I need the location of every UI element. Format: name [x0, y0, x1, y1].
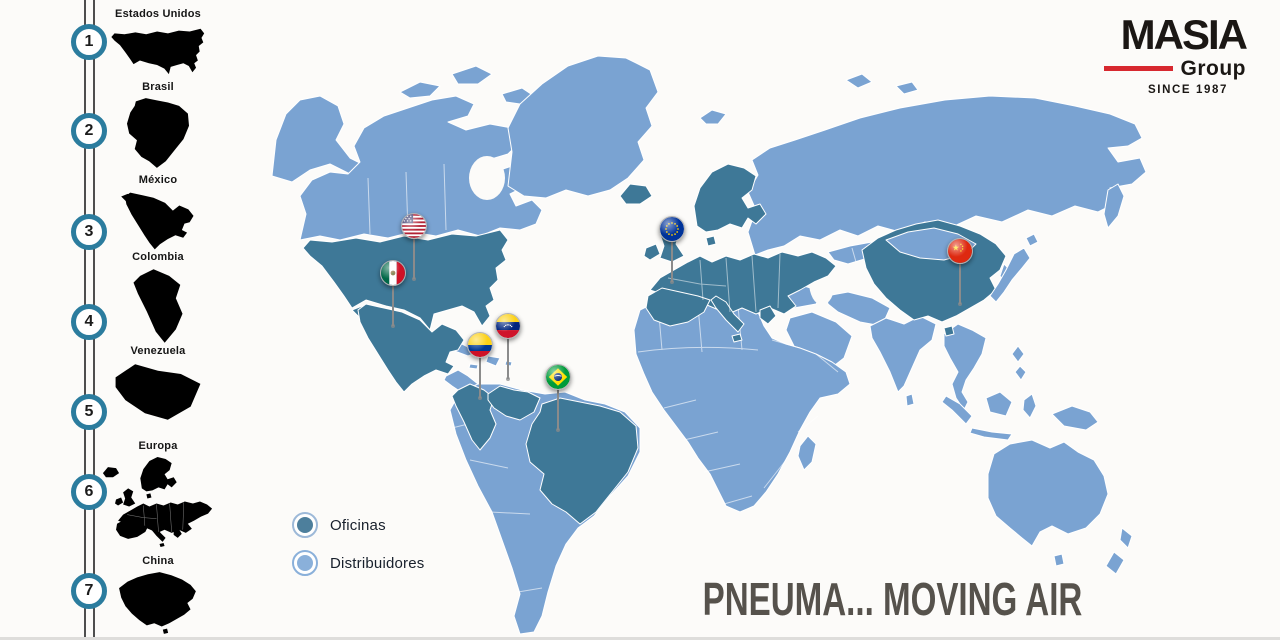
node-number: 5	[84, 403, 94, 420]
node-number: 7	[84, 582, 94, 599]
europe-silhouette	[102, 456, 213, 548]
distributors-dot-icon	[292, 550, 318, 576]
usa-flag-icon	[402, 214, 426, 238]
pin-stick	[670, 229, 674, 284]
timeline-node-6: 6	[71, 474, 107, 510]
brazil-flag-icon	[546, 365, 570, 389]
masia-group-logo: MASIA Group SINCE 1987	[1104, 11, 1248, 96]
region-venezuela	[487, 385, 541, 421]
sidebar-item-label: China	[142, 555, 174, 567]
region-mexico	[351, 303, 465, 393]
colombia-silhouette	[132, 268, 184, 344]
pin-stick	[958, 251, 962, 306]
region-usa	[302, 229, 509, 331]
logo-brand-name: MASIA	[1120, 11, 1248, 58]
brazil-silhouette	[126, 97, 190, 169]
legend-item-distributors: Distribuidores	[292, 550, 425, 576]
venezuela-flag-icon	[496, 314, 520, 338]
map-pin-colombia	[467, 332, 493, 400]
sidebar-item-venezuela: Venezuela	[95, 345, 221, 423]
map-pin-estados-unidos	[401, 213, 427, 281]
sidebar-item-estados-unidos: Estados Unidos	[95, 8, 221, 78]
mexico-silhouette	[120, 192, 194, 250]
pin-stick	[412, 226, 416, 281]
sidebar-item-europa: Europa	[95, 440, 221, 548]
pin-stick	[391, 273, 395, 328]
sidebar-item-label: Estados Unidos	[115, 8, 201, 20]
map-pin-china: ★	[947, 238, 973, 306]
logo-since-text: SINCE 1987	[1148, 83, 1228, 96]
map-legend: Oficinas Distribuidores	[292, 512, 425, 588]
region-brazil	[525, 397, 639, 525]
map-pin-venezuela	[495, 313, 521, 381]
usa-silhouette	[111, 28, 205, 75]
timeline-node-4: 4	[71, 304, 107, 340]
legend-label: Distribuidores	[330, 554, 425, 572]
sidebar-item-mexico: México	[95, 174, 221, 252]
legend-item-offices: Oficinas	[292, 512, 425, 538]
node-number: 6	[84, 483, 94, 500]
sidebar-item-label: Europa	[138, 440, 178, 452]
sidebar-item-label: Brasil	[142, 81, 174, 93]
map-pin-europa	[659, 216, 685, 284]
timeline-node-1: 1	[71, 24, 107, 60]
sidebar-item-brasil: Brasil	[95, 81, 221, 169]
slogan-text: PNEUMA... MOVING AIR	[702, 573, 1082, 625]
eu-flag-icon	[660, 217, 684, 241]
pin-stick	[506, 326, 510, 381]
pin-stick	[478, 345, 482, 400]
svg-text:★: ★	[952, 243, 959, 253]
office-regions	[302, 163, 1007, 525]
logo-red-bar	[1104, 66, 1173, 72]
map-pin-mexico	[380, 260, 406, 328]
sidebar-item-label: Colombia	[132, 251, 184, 263]
region-colombia	[451, 383, 497, 451]
pin-stick	[556, 377, 560, 432]
map-pin-brasil	[545, 364, 571, 432]
china-flag-icon: ★	[948, 239, 972, 263]
timeline-node-7: 7	[71, 573, 107, 609]
china-silhouette	[118, 571, 197, 635]
timeline-node-3: 3	[71, 214, 107, 250]
colombia-flag-icon	[468, 333, 492, 357]
sidebar-item-china: China	[95, 555, 221, 635]
logo-group-text: Group	[1180, 56, 1246, 80]
node-number: 3	[84, 223, 94, 240]
venezuela-silhouette	[114, 363, 202, 421]
mexico-flag-icon	[381, 261, 405, 285]
node-number: 4	[84, 313, 94, 330]
sidebar-item-label: Venezuela	[130, 345, 186, 357]
legend-label: Oficinas	[330, 516, 386, 534]
region-europe	[619, 163, 837, 343]
sidebar-item-colombia: Colombia	[95, 251, 221, 345]
node-number: 2	[84, 122, 94, 139]
node-number: 1	[84, 33, 94, 50]
timeline-node-2: 2	[71, 113, 107, 149]
offices-dot-icon	[292, 512, 318, 538]
timeline-node-5: 5	[71, 394, 107, 430]
sidebar-item-label: México	[138, 174, 178, 186]
